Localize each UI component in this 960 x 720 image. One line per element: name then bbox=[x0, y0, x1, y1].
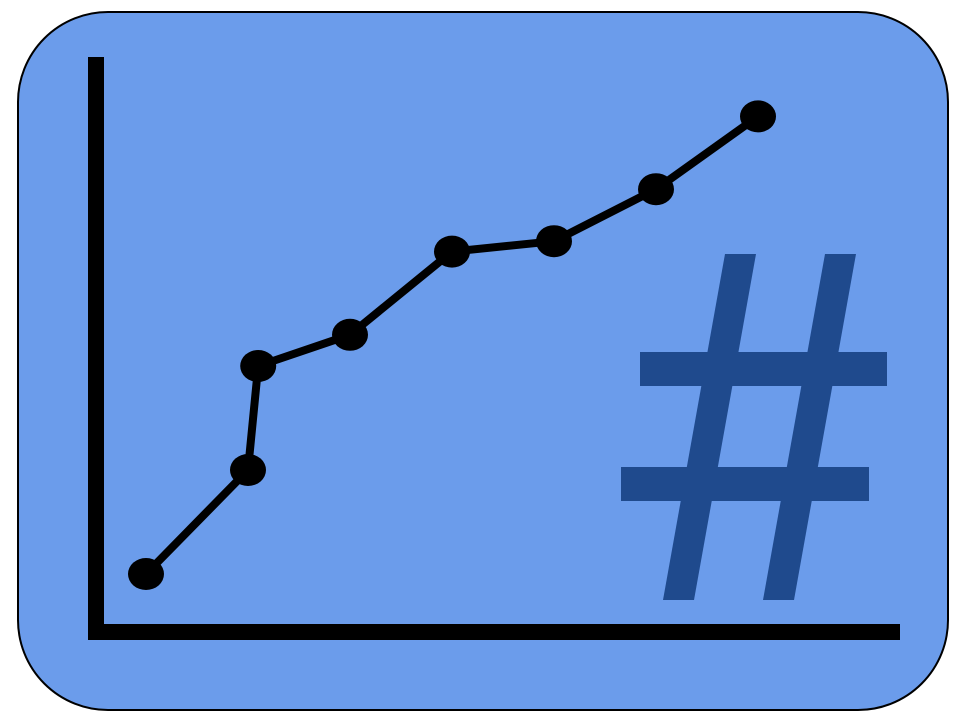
hash-bar-bottom bbox=[621, 467, 869, 501]
line-chart bbox=[88, 57, 900, 640]
data-point-3 bbox=[240, 350, 277, 382]
hash-slash-right bbox=[763, 254, 856, 600]
data-point-5 bbox=[434, 235, 470, 268]
data-point-4 bbox=[332, 318, 368, 351]
data-points bbox=[128, 100, 776, 590]
data-point-7 bbox=[638, 173, 674, 206]
data-point-6 bbox=[536, 225, 572, 258]
data-point-8 bbox=[740, 100, 776, 133]
series-line bbox=[143, 113, 761, 577]
data-point-1 bbox=[128, 558, 164, 590]
hash-bar-top bbox=[640, 352, 887, 386]
hash-slash-left bbox=[663, 254, 756, 600]
hash-icon bbox=[621, 254, 887, 600]
data-point-2 bbox=[230, 454, 266, 486]
icon-background-panel bbox=[17, 11, 949, 711]
